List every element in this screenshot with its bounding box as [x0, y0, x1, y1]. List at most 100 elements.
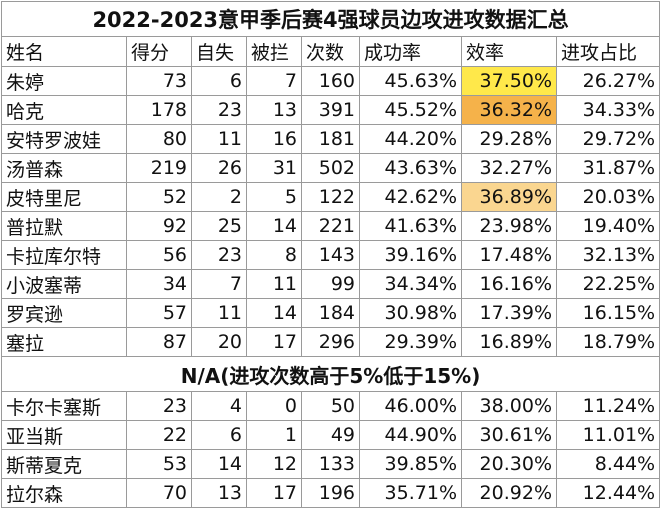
stat-cell: 178 — [126, 95, 192, 125]
stat-cell: 133 — [301, 449, 360, 479]
player-name: 朱婷 — [1, 66, 127, 96]
stat-cell: 36.89% — [461, 182, 557, 212]
stat-cell: 19.40% — [555, 211, 660, 241]
stat-cell: 5 — [246, 182, 302, 212]
table-title: 2022-2023意甲季后赛4强球员边攻进攻数据汇总 — [0, 1, 660, 37]
stat-cell: 502 — [301, 153, 360, 183]
player-name: 卡拉库尔特 — [1, 240, 127, 270]
stat-cell: 20.03% — [555, 182, 660, 212]
stat-cell: 87 — [126, 327, 192, 357]
stat-cell: 35.71% — [359, 478, 462, 508]
stat-cell: 13 — [191, 478, 247, 508]
stat-cell: 14 — [246, 298, 302, 328]
stat-cell: 11 — [191, 298, 247, 328]
stat-cell: 23 — [191, 240, 247, 270]
stat-cell: 45.63% — [359, 66, 462, 96]
data-row: 朱婷 73 6 7 160 45.63% 37.50% 26.27% — [1, 66, 660, 96]
stat-cell: 30.61% — [461, 420, 557, 450]
data-row: 罗宾逊 57 11 14 184 30.98% 17.39% 16.15% — [1, 298, 660, 328]
stat-cell: 43.63% — [359, 153, 462, 183]
section-row: N/A(进攻次数高于5%低于15%) — [0, 356, 660, 392]
stat-cell: 29.39% — [359, 327, 462, 357]
stat-cell: 296 — [301, 327, 360, 357]
stat-cell: 39.16% — [359, 240, 462, 270]
stat-cell: 70 — [126, 478, 192, 508]
table-body: 2022-2023意甲季后赛4强球员边攻进攻数据汇总 姓名 得分 自失 被拦 次数 成功率… — [0, 1, 660, 508]
stat-cell: 53 — [126, 449, 192, 479]
data-row: 拉尔森 70 13 17 196 35.71% 20.92% 12.44% — [1, 478, 660, 508]
stat-cell: 6 — [191, 66, 247, 96]
header-cell: 进攻占比 — [555, 36, 660, 67]
stat-cell: 30.98% — [359, 298, 462, 328]
data-row: 安特罗波娃 80 11 16 181 44.20% 29.28% 29.72% — [1, 124, 660, 154]
header-cell: 姓名 — [1, 36, 127, 67]
stat-cell: 14 — [191, 449, 247, 479]
stat-cell: 20.92% — [461, 478, 557, 508]
stat-cell: 1 — [246, 420, 302, 450]
stat-cell: 4 — [191, 391, 247, 421]
stat-cell: 37.50% — [461, 66, 557, 96]
player-name: 斯蒂夏克 — [1, 449, 127, 479]
data-row: 哈克 178 23 13 391 45.52% 36.32% 34.33% — [1, 95, 660, 125]
stat-cell: 160 — [301, 66, 360, 96]
stat-cell: 42.62% — [359, 182, 462, 212]
stat-cell: 45.52% — [359, 95, 462, 125]
stat-cell: 32.27% — [461, 153, 557, 183]
stat-cell: 18.79% — [555, 327, 660, 357]
stat-cell: 196 — [301, 478, 360, 508]
data-row: 卡拉库尔特 56 23 8 143 39.16% 17.48% 32.13% — [1, 240, 660, 270]
stat-cell: 20 — [191, 327, 247, 357]
stats-table: 2022-2023意甲季后赛4强球员边攻进攻数据汇总 姓名 得分 自失 被拦 次数 成功率… — [0, 1, 660, 508]
player-name: 塞拉 — [1, 327, 127, 357]
stat-cell: 22.25% — [555, 269, 660, 299]
header-cell: 效率 — [461, 36, 557, 67]
stat-cell: 11.01% — [555, 420, 660, 450]
header-cell: 次数 — [301, 36, 360, 67]
stat-cell: 12.44% — [555, 478, 660, 508]
stat-cell: 29.72% — [555, 124, 660, 154]
stat-cell: 52 — [126, 182, 192, 212]
stat-cell: 56 — [126, 240, 192, 270]
stat-cell: 8 — [246, 240, 302, 270]
stat-cell: 7 — [191, 269, 247, 299]
player-name: 拉尔森 — [1, 478, 127, 508]
player-name: 小波塞蒂 — [1, 269, 127, 299]
stat-cell: 23 — [126, 391, 192, 421]
stat-cell: 16.16% — [461, 269, 557, 299]
stat-cell: 0 — [246, 391, 302, 421]
section-title: N/A(进攻次数高于5%低于15%) — [0, 356, 660, 392]
stat-cell: 11.24% — [555, 391, 660, 421]
player-name: 普拉默 — [1, 211, 127, 241]
player-name: 汤普森 — [1, 153, 127, 183]
stat-cell: 41.63% — [359, 211, 462, 241]
stat-cell: 16.89% — [461, 327, 557, 357]
stat-cell: 34 — [126, 269, 192, 299]
stat-cell: 25 — [191, 211, 247, 241]
stat-cell: 143 — [301, 240, 360, 270]
stat-cell: 46.00% — [359, 391, 462, 421]
stat-cell: 7 — [246, 66, 302, 96]
header-cell: 自失 — [191, 36, 247, 67]
player-name: 哈克 — [1, 95, 127, 125]
stat-cell: 29.28% — [461, 124, 557, 154]
stat-cell: 31.87% — [555, 153, 660, 183]
stat-cell: 122 — [301, 182, 360, 212]
stat-cell: 44.20% — [359, 124, 462, 154]
stat-cell: 38.00% — [461, 391, 557, 421]
stat-cell: 92 — [126, 211, 192, 241]
player-name: 皮特里尼 — [1, 182, 127, 212]
stat-cell: 221 — [301, 211, 360, 241]
stat-cell: 49 — [301, 420, 360, 450]
stat-cell: 39.85% — [359, 449, 462, 479]
stat-cell: 181 — [301, 124, 360, 154]
stat-cell: 31 — [246, 153, 302, 183]
stat-cell: 50 — [301, 391, 360, 421]
data-row: 小波塞蒂 34 7 11 99 34.34% 16.16% 22.25% — [1, 269, 660, 299]
data-row: 塞拉 87 20 17 296 29.39% 16.89% 18.79% — [1, 327, 660, 357]
player-name: 安特罗波娃 — [1, 124, 127, 154]
stat-cell: 23.98% — [461, 211, 557, 241]
stat-cell: 13 — [246, 95, 302, 125]
stat-cell: 32.13% — [555, 240, 660, 270]
data-row: 皮特里尼 52 2 5 122 42.62% 36.89% 20.03% — [1, 182, 660, 212]
stat-cell: 22 — [126, 420, 192, 450]
